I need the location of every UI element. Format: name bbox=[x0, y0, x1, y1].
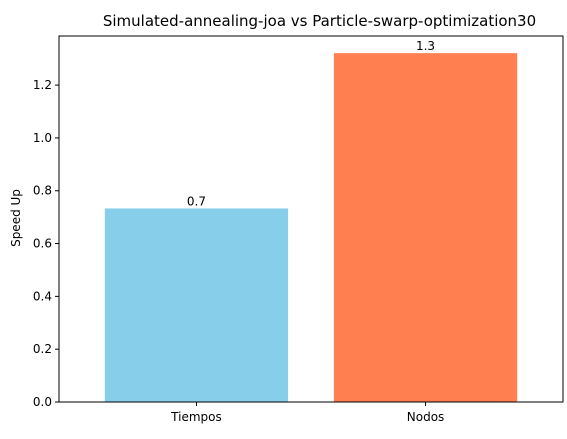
y-tick-label: 0.4 bbox=[33, 289, 52, 303]
y-tick-label: 0.6 bbox=[33, 237, 52, 251]
y-axis-ticks: 0.0 0.2 0.4 0.6 0.8 1.0 1.2 bbox=[33, 78, 59, 409]
bars-layer bbox=[104, 53, 518, 403]
y-axis-label: Speed Up bbox=[9, 189, 23, 247]
bar-nodos bbox=[333, 53, 518, 403]
chart-title: Simulated-annealing-joa vs Particle-swar… bbox=[103, 12, 536, 30]
bar-tiempos bbox=[104, 208, 289, 402]
x-axis-ticks: Tiempos Nodos bbox=[170, 402, 444, 424]
x-tick-label: Nodos bbox=[407, 410, 445, 424]
y-tick-label: 1.2 bbox=[33, 78, 52, 92]
y-tick-label: 0.0 bbox=[33, 395, 52, 409]
y-tick-label: 1.0 bbox=[33, 131, 52, 145]
x-tick-label: Tiempos bbox=[170, 410, 222, 424]
data-label-tiempos: 0.7 bbox=[187, 194, 206, 208]
y-tick-label: 0.2 bbox=[33, 342, 52, 356]
data-label-nodos: 1.3 bbox=[416, 39, 435, 53]
plot-frame bbox=[58, 35, 564, 403]
data-labels-layer: 0.7 1.3 bbox=[187, 39, 435, 208]
y-tick-label: 0.8 bbox=[33, 184, 52, 198]
